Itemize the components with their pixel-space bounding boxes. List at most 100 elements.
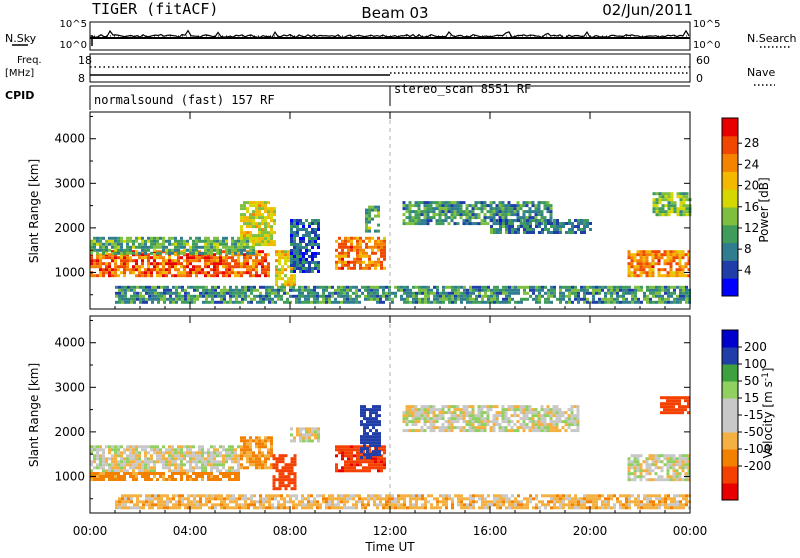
heatmap-cell [195,463,198,466]
heatmap-cell [517,494,520,497]
heatmap-cell [360,405,363,408]
heatmap-cell [193,289,196,292]
heatmap-cell [264,271,267,274]
heatmap-cell [460,210,463,213]
heatmap-cell [246,256,249,259]
heatmap-cell [273,243,276,246]
heatmap-cell [154,497,157,500]
heatmap-cell [532,231,535,234]
heatmap-cell [502,408,505,411]
heatmap-cell [159,457,162,460]
heatmap-cell [571,289,574,292]
heatmap-cell [364,298,367,301]
heatmap-cell [186,451,189,454]
heatmap-cell [529,497,532,500]
heatmap-cell [680,210,683,213]
heatmap-cell [337,503,340,506]
heatmap-cell [433,298,436,301]
heatmap-cell [256,506,259,509]
heatmap-cell [237,256,240,259]
heatmap-cell [270,448,273,451]
heatmap-cell [290,439,293,442]
heatmap-cell [141,274,144,277]
heatmap-cell [328,503,331,506]
heatmap-cell [499,225,502,228]
heatmap-cell [229,494,232,497]
heatmap-cell [356,258,359,261]
heatmap-cell [451,289,454,292]
heatmap-cell [478,286,481,289]
heatmap-cell [222,463,225,466]
heatmap-cell [262,286,265,289]
heatmap-cell [281,250,284,253]
heatmap-cell [668,210,671,213]
heatmap-cell [335,469,338,472]
heatmap-cell [231,256,234,259]
heatmap-cell [364,506,367,509]
heatmap-cell [214,286,217,289]
heatmap-cell [457,417,460,420]
heatmap-cell [427,289,430,292]
heatmap-cell [646,298,649,301]
heatmap-cell [264,466,267,469]
heatmap-cell [369,441,372,444]
heatmap-cell [314,267,317,270]
heatmap-cell [228,454,231,457]
heatmap-cell [213,274,216,277]
heatmap-cell [124,286,127,289]
heatmap-cell [484,289,487,292]
heatmap-cell [346,289,349,292]
heatmap-cell [268,494,271,497]
heatmap-cell [237,259,240,262]
heatmap-cell [267,253,270,256]
heatmap-cell [568,301,571,304]
heatmap-cell [168,259,171,262]
heatmap-cell [652,253,655,256]
heatmap-cell [120,478,123,481]
heatmap-cell [445,292,448,295]
heatmap-cell [529,494,532,497]
heatmap-cell [273,219,276,222]
heatmap-cell [270,439,273,442]
heatmap-cell [523,426,526,429]
heatmap-cell [433,411,436,414]
heatmap-cell [520,417,523,420]
heatmap-cell [523,225,526,228]
heatmap-cell [508,506,511,509]
heatmap-cell [177,274,180,277]
heatmap-cell [121,503,124,506]
heatmap-cell [195,451,198,454]
heatmap-cell [418,506,421,509]
heatmap-cell [598,298,601,301]
heatmap-cell [293,255,296,258]
heatmap-cell [463,298,466,301]
heatmap-cell [261,222,264,225]
heatmap-cell [314,430,317,433]
heatmap-cell [225,252,228,255]
heatmap-cell [439,292,442,295]
heatmap-cell [237,454,240,457]
heatmap-cell [130,301,133,304]
heatmap-cell [322,497,325,500]
heatmap-cell [317,234,320,237]
heatmap-cell [670,460,673,463]
heatmap-cell [344,469,347,472]
heatmap-cell [652,271,655,274]
heatmap-cell [400,286,403,289]
heatmap-cell [132,475,135,478]
heatmap-cell [592,500,595,503]
heatmap-cell [671,204,674,207]
heatmap-cell [252,225,255,228]
heatmap-cell [505,213,508,216]
heatmap-cell [127,506,130,509]
heatmap-cell [108,463,111,466]
heatmap-cell [544,298,547,301]
heatmap-cell [577,292,580,295]
heatmap-cell [658,259,661,262]
heatmap-cell [228,469,231,472]
heatmap-cell [652,256,655,259]
heatmap-cell [255,466,258,469]
heatmap-cell [201,469,204,472]
heatmap-cell [424,216,427,219]
heatmap-cell [577,295,580,298]
